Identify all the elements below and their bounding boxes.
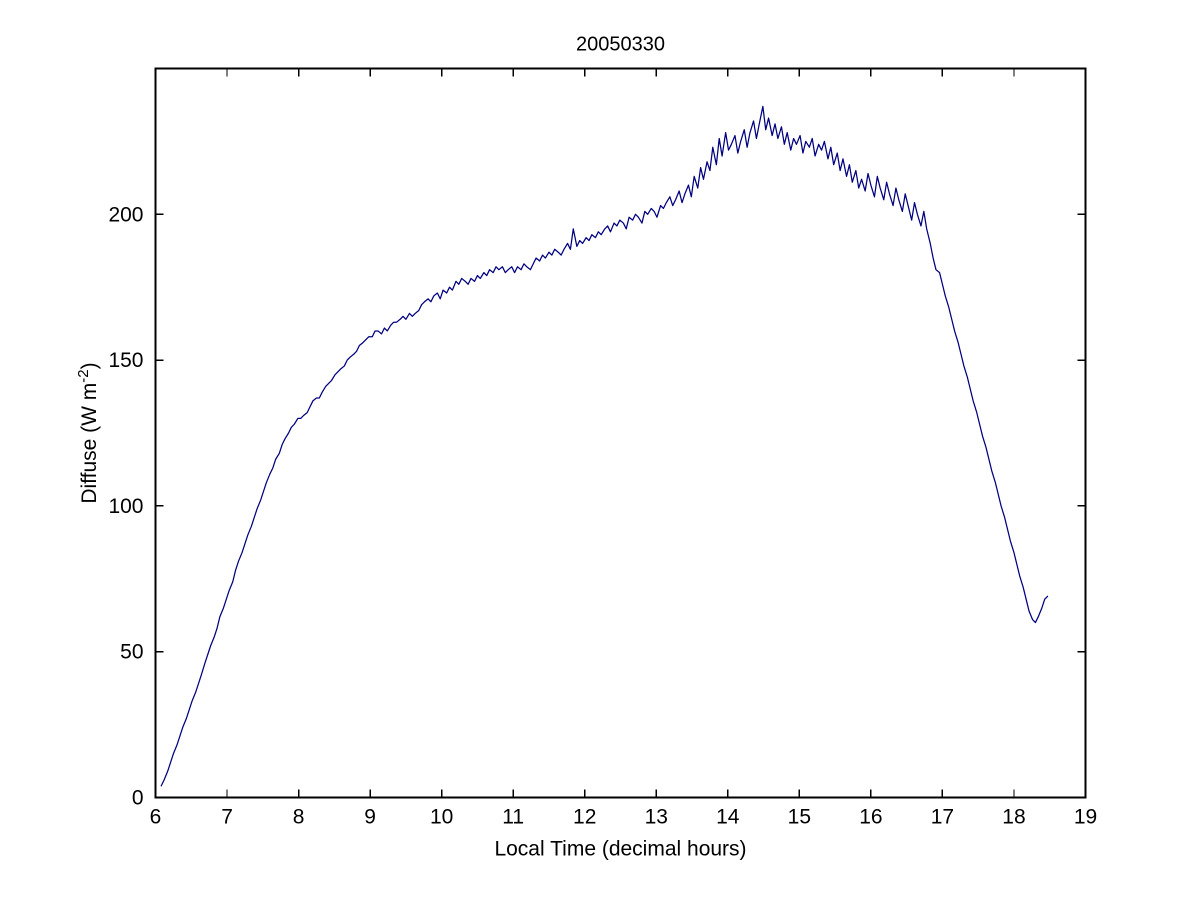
x-tick-label: 12 [573,806,596,829]
y-axis-ticks [155,213,1086,799]
y-tick-label: 0 [132,787,144,810]
series-line [160,105,1049,787]
x-tick-label: 6 [150,806,162,829]
x-tick-label: 11 [502,806,524,829]
x-axis-tick-labels: 6 7 8 9 10 11 12 13 14 15 16 17 18 19 [150,806,1098,829]
axes-frame [154,67,1087,799]
x-tick-label: 18 [1002,806,1025,829]
x-tick-label: 8 [293,806,305,829]
x-tick-label: 19 [1074,806,1097,829]
x-tick-label: 17 [931,806,954,829]
x-tick-label: 13 [645,806,668,829]
y-tick-label: 100 [108,495,143,518]
x-tick-label: 16 [859,806,882,829]
x-tick-label: 7 [221,806,233,829]
y-axis-label-exponent: -2 [75,369,92,382]
y-tick-label: 50 [120,641,143,664]
y-axis-tick-labels: 0 50 100 150 200 [108,203,143,809]
x-tick-label: 14 [716,806,740,829]
x-tick-label: 15 [788,806,811,829]
y-axis-label: Diffuse (W m-2) [75,362,101,503]
x-tick-label: 9 [364,806,376,829]
y-axis-label-tail: ) [78,362,101,369]
y-tick-label: 150 [108,349,143,372]
x-tick-label: 10 [430,806,453,829]
y-tick-label: 200 [108,203,143,226]
x-axis-label: Local Time (decimal hours) [494,838,746,861]
x-axis-ticks [154,68,1087,798]
chart-title: 20050330 [576,34,665,56]
data-series-group [160,105,1049,787]
y-axis-label-main: Diffuse (W m [78,383,101,504]
